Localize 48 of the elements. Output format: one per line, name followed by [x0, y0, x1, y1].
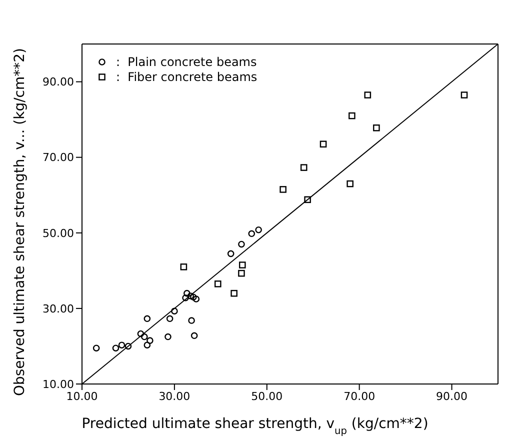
point: [164, 333, 172, 340]
legend-label: : Fiber concrete beams: [116, 70, 258, 84]
point: [124, 342, 132, 350]
point: [166, 315, 174, 322]
point: [141, 333, 148, 340]
point: [92, 344, 100, 352]
point: [144, 315, 151, 322]
point: [238, 240, 245, 248]
point: [190, 332, 198, 340]
point: [146, 337, 154, 344]
point: [192, 296, 200, 302]
point: [300, 164, 308, 171]
point: [280, 186, 286, 193]
x-axis-title: Predicted ultimate shear strength, v$_{up}$ (kg/cm**2): [82, 416, 428, 436]
point: [188, 317, 195, 324]
legend-label: : Plain concrete beams: [116, 55, 257, 69]
point: [144, 342, 151, 348]
point: [118, 342, 126, 348]
x-tick-label: 10.00: [66, 390, 98, 403]
point: [304, 196, 311, 204]
point: [320, 140, 327, 148]
point: [112, 344, 120, 352]
point: [137, 330, 144, 338]
y-tick-label: 70.00: [42, 151, 74, 164]
point: [248, 230, 256, 238]
point: [238, 270, 245, 277]
point: [184, 290, 190, 297]
x-tick-label: 50.00: [251, 390, 283, 403]
point: [227, 250, 234, 258]
point: [364, 92, 372, 98]
y-axis-title: Observed ultimate shear strength, v... (kg/cm**2): [12, 48, 28, 396]
y-tick-label: 30.00: [42, 302, 74, 316]
point: [348, 112, 356, 120]
point: [346, 180, 354, 188]
y-tick-label: 90.00: [42, 76, 74, 89]
point: [373, 124, 380, 132]
x-tick-label: 70.00: [344, 390, 376, 403]
x-tick-label: 30.00: [158, 390, 190, 403]
point: [214, 280, 222, 288]
point: [238, 262, 246, 268]
point: [230, 290, 238, 297]
point: [255, 226, 262, 234]
point: [460, 92, 468, 98]
x-tick-label: 90.00: [436, 390, 468, 403]
point: [171, 308, 178, 314]
y-tick-label: 50.00: [42, 226, 74, 240]
y-tick-label: 10.00: [42, 378, 74, 391]
point: [180, 263, 188, 270]
